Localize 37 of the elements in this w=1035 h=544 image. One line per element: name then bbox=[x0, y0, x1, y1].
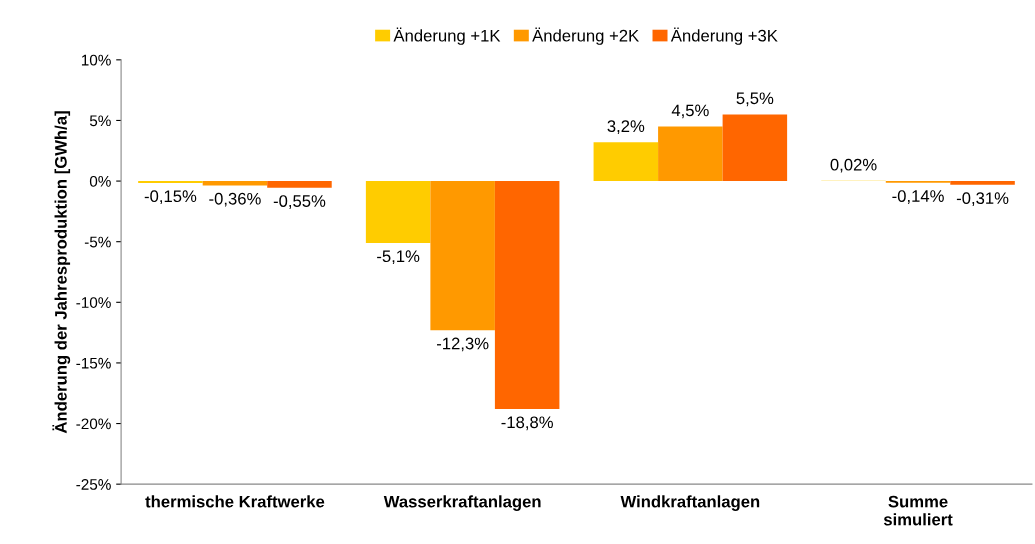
data-label: -0,14% bbox=[892, 190, 944, 204]
bar bbox=[658, 126, 723, 182]
bar bbox=[950, 181, 1015, 185]
bar bbox=[202, 181, 268, 186]
data-label: -18,8% bbox=[501, 416, 553, 431]
bar bbox=[722, 114, 788, 182]
x-tick-label: Windkraftanlagen bbox=[620, 495, 760, 511]
data-label: -0,31% bbox=[956, 192, 1009, 206]
y-tick-label: -5% bbox=[84, 236, 111, 248]
data-label: 3,2% bbox=[607, 120, 645, 135]
y-tick-label: -15% bbox=[76, 357, 111, 369]
data-label: -0,55% bbox=[273, 195, 326, 209]
data-label: -5,1% bbox=[377, 250, 420, 265]
x-tick-label: Wasserkraftanlagen bbox=[383, 495, 541, 511]
bar bbox=[430, 181, 495, 331]
data-label: 4,5% bbox=[671, 104, 709, 119]
x-tick-label: Summe simuliert bbox=[883, 495, 953, 526]
bar bbox=[494, 181, 560, 409]
data-label: -12,3% bbox=[436, 337, 489, 352]
y-tick-label: -25% bbox=[76, 479, 111, 490]
y-axis-title: Änderung der Jahresproduktion [GWh/a] bbox=[52, 111, 71, 434]
y-tick-label: -10% bbox=[76, 297, 111, 308]
y-tick-label: 10% bbox=[81, 54, 111, 66]
y-tick-label: 0% bbox=[89, 175, 111, 187]
x-tick-label: thermische Kraftwerke bbox=[145, 495, 325, 508]
legend-label: Änderung +3K bbox=[670, 27, 778, 45]
y-tick-label: 5% bbox=[89, 115, 111, 127]
bar bbox=[593, 142, 659, 182]
data-label: -0,15% bbox=[144, 190, 197, 205]
legend-label: Änderung +2K bbox=[532, 27, 639, 45]
data-label: 5,5% bbox=[736, 92, 774, 107]
y-tick-label: -20% bbox=[76, 418, 111, 430]
bar bbox=[365, 181, 431, 243]
data-label: -0,36% bbox=[209, 192, 261, 207]
bar bbox=[267, 181, 332, 188]
data-label: 0,02% bbox=[830, 158, 877, 173]
legend-label: Änderung +1K bbox=[393, 27, 501, 45]
